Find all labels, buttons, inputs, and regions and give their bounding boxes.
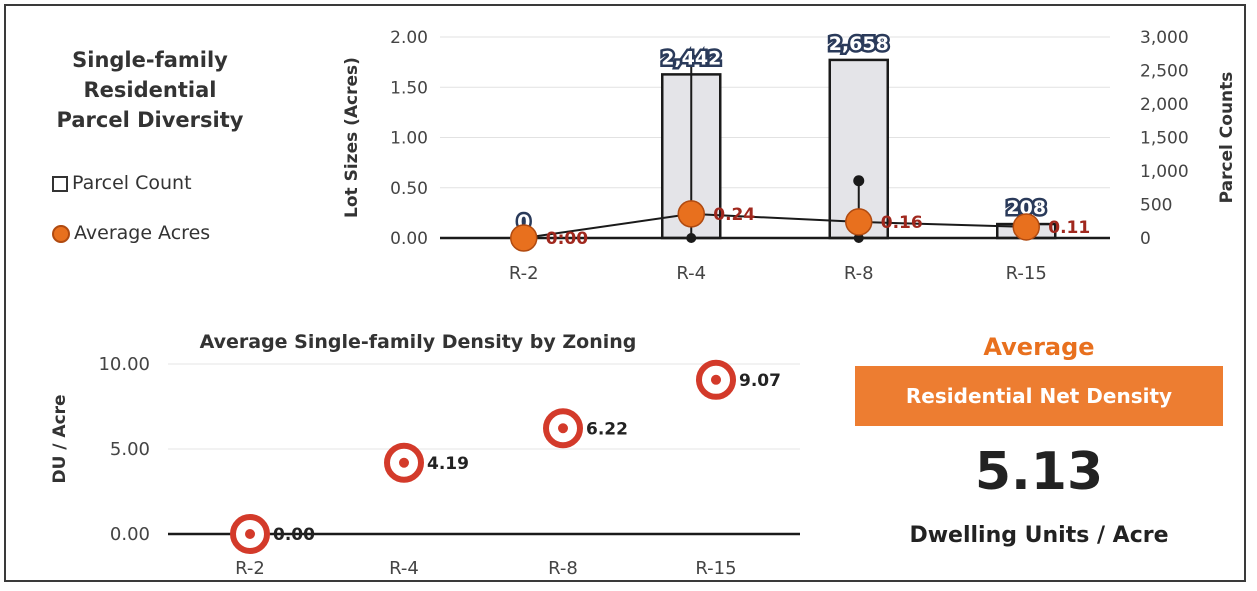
average-acres-label: 0.24 xyxy=(713,205,755,225)
bar-data-label: 2,442 xyxy=(661,47,721,69)
y2-tick-label: 2,500 xyxy=(1140,62,1189,82)
parcel-diversity-chart: 0.00 0.50 1.00 1.50 2.00 0 500 1,000 1,500 2,000 2… xyxy=(342,28,1237,284)
min-point xyxy=(686,233,697,243)
y-tick-label: 0.00 xyxy=(110,524,150,545)
density-chart-title: Average Single-family Density by Zoning xyxy=(200,331,637,353)
legend-label: Parcel Count xyxy=(72,172,192,194)
y2-tick-label: 1,000 xyxy=(1140,162,1189,182)
legend-title: Single-family Residential Parcel Diversi… xyxy=(40,45,260,135)
summary-band: Residential Net Density xyxy=(855,366,1223,426)
y-tick-label: 0.00 xyxy=(390,229,428,249)
x-tick-label: R-2 xyxy=(235,558,265,579)
average-acres-line xyxy=(523,212,1027,239)
average-acres-point xyxy=(677,200,705,228)
legend-title-line: Residential xyxy=(83,78,217,102)
density-data-label: 0.00 xyxy=(273,525,315,545)
parcel-count-swatch-icon xyxy=(52,175,68,192)
x-tick-label: R-8 xyxy=(548,558,578,579)
legend-item-average-acres: Average Acres xyxy=(52,222,210,244)
y2-tick-label: 3,000 xyxy=(1140,28,1189,48)
average-acres-point xyxy=(510,224,538,252)
density-data-label: 6.22 xyxy=(586,419,628,439)
x-tick-label: R-15 xyxy=(1006,263,1047,284)
y-tick-label: 2.00 xyxy=(390,28,428,48)
average-acres-swatch-icon xyxy=(52,224,70,243)
x-tick-label: R-4 xyxy=(676,263,706,284)
y2-tick-label: 2,000 xyxy=(1140,95,1189,115)
summary-unit: Dwelling Units / Acre xyxy=(909,523,1169,548)
y-tick-label: 1.50 xyxy=(390,78,428,98)
y2-tick-label: 500 xyxy=(1140,196,1172,216)
average-acres-point xyxy=(1012,213,1040,241)
legend-item-parcel-count: Parcel Count xyxy=(52,172,192,194)
density-point-center xyxy=(245,529,255,539)
y-tick-label: 0.50 xyxy=(390,179,428,199)
x-tick-label: R-15 xyxy=(695,558,736,579)
x-tick-label: R-4 xyxy=(389,558,419,579)
density-point-center xyxy=(558,423,568,434)
average-acres-point xyxy=(845,208,873,236)
x-tick-label: R-8 xyxy=(844,263,874,284)
bar-data-label: 2,658 xyxy=(829,33,889,55)
y-tick-label: 10.00 xyxy=(98,354,150,375)
legend-title-line: Single-family xyxy=(72,48,228,72)
legend-title-line: Parcel Diversity xyxy=(56,108,244,132)
average-acres-label: 0.11 xyxy=(1048,218,1090,238)
y-tick-label: 1.00 xyxy=(390,129,428,149)
y-tick-label: 5.00 xyxy=(110,439,150,460)
average-acres-label: 0:00 xyxy=(546,229,588,249)
y-axis-title: Lot Sizes (Acres) xyxy=(342,57,362,218)
y2-tick-label: 1,500 xyxy=(1140,129,1189,149)
y2-axis-title: Parcel Counts xyxy=(1217,72,1237,204)
max-point xyxy=(853,175,865,187)
summary-average-label: Average xyxy=(983,333,1095,361)
density-data-label: 9.07 xyxy=(739,371,781,391)
x-tick-label: R-2 xyxy=(509,263,539,284)
density-point-center xyxy=(711,374,721,385)
legend-label: Average Acres xyxy=(74,222,211,244)
average-acres-label: 0.16 xyxy=(881,213,923,233)
bar-data-label: 208 xyxy=(1006,197,1046,219)
min-point xyxy=(853,233,864,243)
figure-frame xyxy=(4,4,1246,582)
max-point xyxy=(685,53,697,65)
y2-tick-label: 0 xyxy=(1140,229,1151,249)
density-data-label: 4.19 xyxy=(427,454,469,474)
density-point-center xyxy=(399,457,409,468)
summary-value: 5.13 xyxy=(974,442,1104,502)
y-axis-title: DU / Acre xyxy=(50,394,70,483)
